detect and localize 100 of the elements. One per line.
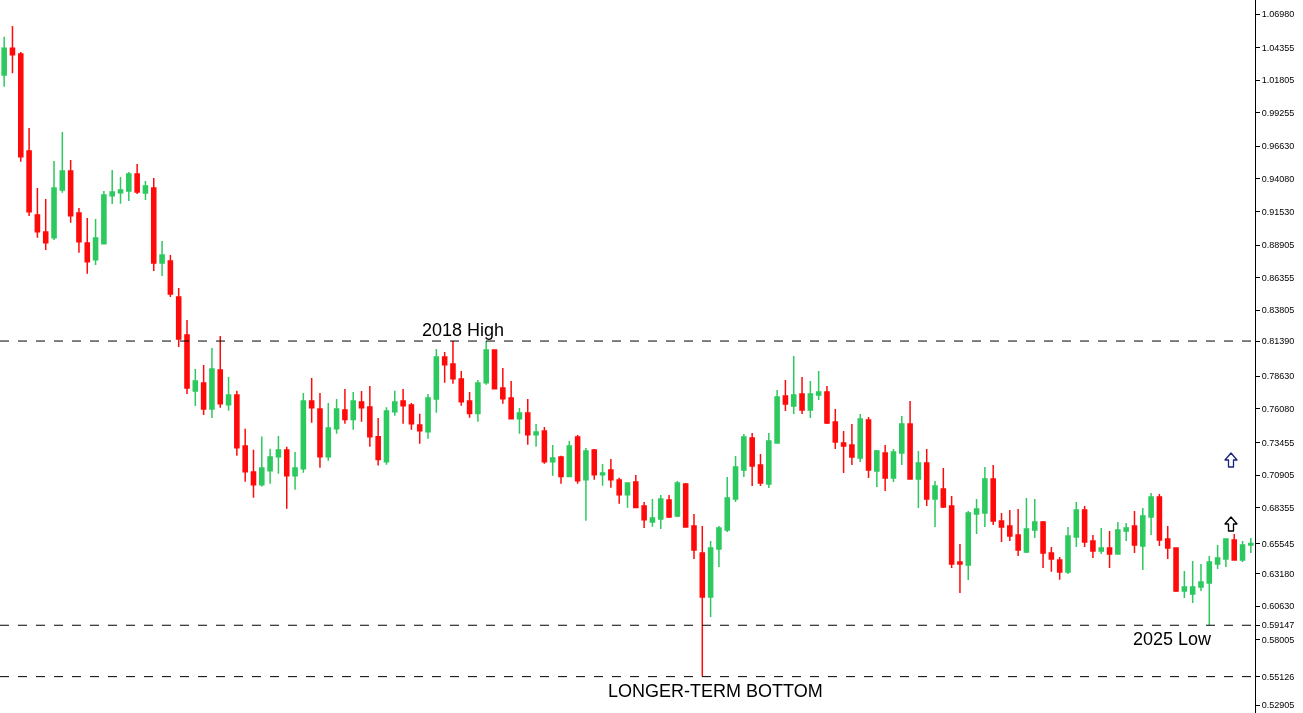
candlestick xyxy=(383,406,390,466)
candlestick xyxy=(441,351,448,384)
candlestick xyxy=(101,190,107,245)
candlestick xyxy=(1115,521,1121,555)
candlestick xyxy=(209,347,215,419)
candlestick xyxy=(217,335,224,409)
candlestick xyxy=(616,476,622,505)
candlestick xyxy=(150,177,157,272)
candlestick xyxy=(117,176,124,205)
candlestick xyxy=(450,340,456,385)
candlestick xyxy=(416,412,423,445)
candlestick xyxy=(749,432,755,487)
y-tick-label: 0.91530 xyxy=(1261,206,1295,217)
candlestick xyxy=(608,458,614,489)
candlestick xyxy=(957,543,963,594)
candlestick xyxy=(948,495,955,569)
candlestick xyxy=(167,254,174,298)
candlestick xyxy=(840,430,847,474)
candlestick xyxy=(990,464,996,526)
candlestick xyxy=(1206,555,1213,626)
candlestick xyxy=(583,447,589,522)
candlestick xyxy=(367,385,373,448)
candlestick xyxy=(1098,527,1105,555)
candlestick xyxy=(317,392,323,469)
candlestick xyxy=(1140,507,1146,571)
y-tick-label: 0.78630 xyxy=(1261,371,1295,382)
candlestick xyxy=(425,393,431,440)
y-tick-label: 1.06980 xyxy=(1261,9,1295,20)
candlestick xyxy=(874,449,880,488)
candlestick xyxy=(275,435,282,475)
candlestick xyxy=(26,127,32,217)
y-tick-label: 0.86355 xyxy=(1261,272,1295,283)
candlestick xyxy=(392,389,398,417)
candlestick xyxy=(849,423,855,466)
candlestick xyxy=(67,159,74,224)
candlestick xyxy=(400,388,406,425)
candlestick xyxy=(982,466,988,528)
candlestick xyxy=(649,498,656,528)
candlestick xyxy=(1,36,7,88)
candlestick xyxy=(34,187,41,239)
candlestick xyxy=(682,482,689,528)
candlestick xyxy=(766,432,772,489)
candlestick xyxy=(234,389,240,457)
y-tick-label: 1.01805 xyxy=(1261,75,1295,86)
candlestick xyxy=(333,398,340,435)
candlestick xyxy=(500,367,506,405)
candlestick xyxy=(1023,497,1030,554)
candlestick xyxy=(109,169,115,205)
candlestick xyxy=(1189,560,1196,604)
candlestick xyxy=(1015,508,1021,557)
candlestick xyxy=(666,494,672,519)
candlestick xyxy=(524,398,531,446)
candlestick xyxy=(533,423,539,448)
candlestick xyxy=(732,455,739,503)
candlestick xyxy=(59,131,66,194)
candlestick xyxy=(134,163,140,195)
candlestick xyxy=(815,370,822,401)
candlestick xyxy=(699,525,706,678)
ref-line-label: 2025 Low xyxy=(1133,629,1213,649)
y-tick-label: 0.73455 xyxy=(1261,437,1295,448)
candlestick xyxy=(915,450,922,509)
candlestick xyxy=(200,364,207,416)
candlestick xyxy=(159,240,165,277)
candlestick xyxy=(882,444,888,492)
y-tick-label: 0.94080 xyxy=(1261,174,1295,185)
candlestick xyxy=(184,319,190,395)
ref-line-label: 2018 High xyxy=(422,320,505,340)
candlestick xyxy=(1007,509,1013,542)
candlestick xyxy=(857,413,863,463)
candlestick xyxy=(824,385,830,425)
y-tick-label: 0.55126 xyxy=(1261,671,1295,682)
candlestick xyxy=(126,171,132,202)
candlestick xyxy=(541,426,548,465)
candlestick xyxy=(76,207,82,254)
candlestick xyxy=(458,370,465,407)
candlestick xyxy=(9,25,16,75)
candlestick xyxy=(84,217,91,275)
candlestick xyxy=(358,390,365,423)
candlestick xyxy=(1173,547,1179,593)
candlestick xyxy=(325,402,332,462)
y-tick-label: 0.81390 xyxy=(1261,336,1295,347)
candlestick xyxy=(707,540,714,618)
candlestick xyxy=(998,512,1005,543)
candlestick xyxy=(591,448,598,481)
candlestick xyxy=(1090,534,1096,559)
candlestick xyxy=(973,498,980,535)
candlestick xyxy=(1031,498,1038,539)
candlestick xyxy=(1123,522,1129,542)
candlestick xyxy=(350,391,357,431)
candlestick xyxy=(225,376,232,412)
candlestick xyxy=(466,391,473,419)
y-tick-label: 0.70905 xyxy=(1261,470,1295,481)
candlestick xyxy=(483,340,489,386)
candlestick xyxy=(799,376,805,415)
candlestick xyxy=(923,448,930,507)
candlestick xyxy=(1131,510,1138,554)
candlestick xyxy=(691,513,697,560)
candlestick xyxy=(408,402,415,431)
candlestick xyxy=(283,445,290,510)
y-tick-label: 0.88905 xyxy=(1261,240,1295,251)
